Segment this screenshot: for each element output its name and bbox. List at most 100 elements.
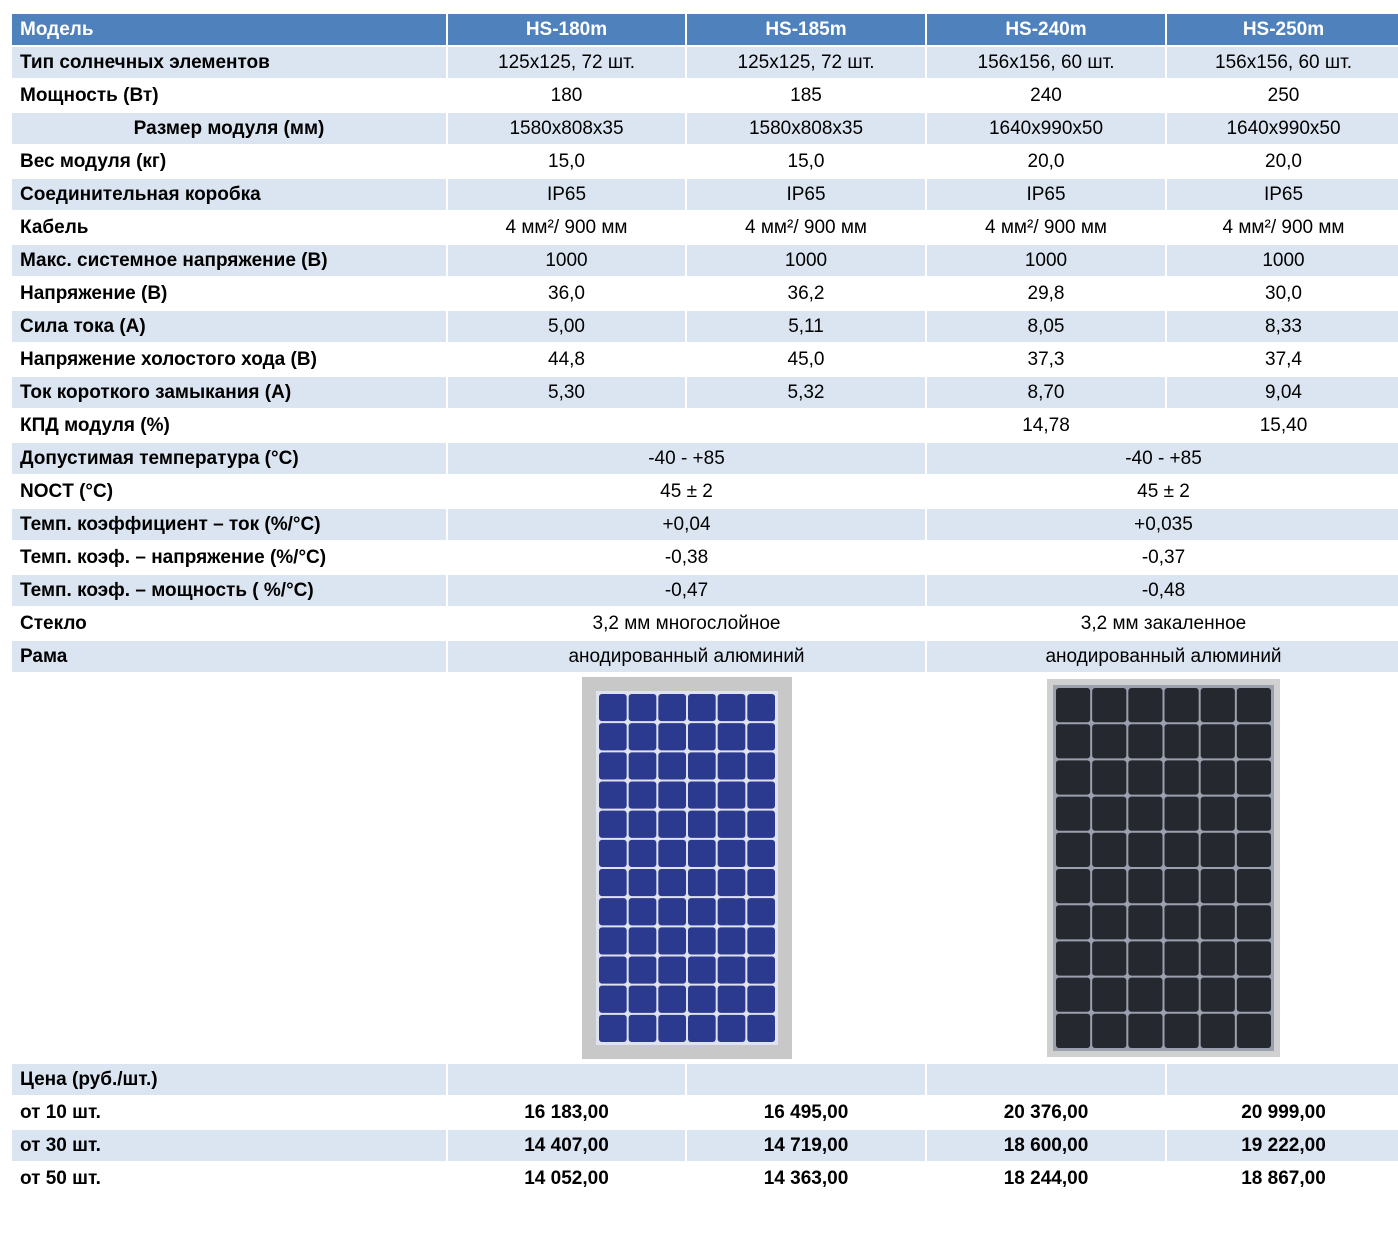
solar-cell — [628, 840, 656, 867]
solar-cell — [747, 869, 775, 896]
solar-cell — [717, 957, 745, 984]
solar-cell — [599, 869, 627, 896]
solar-cell — [1056, 905, 1090, 939]
price-title: Цена (руб./шт.) — [11, 1063, 447, 1096]
spec-label: Допустимая температура (°C) — [11, 442, 447, 475]
solar-cell — [628, 811, 656, 838]
spec-value: 45 ± 2 — [447, 475, 926, 508]
solar-cell — [717, 986, 745, 1013]
spec-value: 36,2 — [686, 277, 926, 310]
spec-label: Напряжение (В) — [11, 277, 447, 310]
spec-value: 1000 — [447, 244, 686, 277]
solar-cell — [1056, 833, 1090, 867]
spec-value: 4 мм²/ 900 мм — [447, 211, 686, 244]
solar-cell — [658, 811, 686, 838]
solar-cell — [1237, 941, 1271, 975]
spec-value: 180 — [447, 79, 686, 112]
solar-cell — [1092, 941, 1126, 975]
price-value: 14 363,00 — [686, 1162, 926, 1195]
spec-label: Соединительная коробка — [11, 178, 447, 211]
spec-value: 125x125, 72 шт. — [686, 46, 926, 79]
solar-cell — [628, 869, 656, 896]
solar-cell — [747, 840, 775, 867]
solar-cell — [1237, 688, 1271, 722]
solar-cell — [1056, 1014, 1090, 1048]
solar-cell — [1056, 797, 1090, 831]
solar-cell — [599, 752, 627, 779]
spec-label: Рама — [11, 640, 447, 673]
solar-cell — [599, 898, 627, 925]
spec-value: 45,0 — [686, 343, 926, 376]
solar-cell — [1237, 1014, 1271, 1048]
solar-cell — [747, 752, 775, 779]
solar-cell — [1056, 869, 1090, 903]
solar-cell — [1165, 905, 1199, 939]
solar-cell — [628, 986, 656, 1013]
solar-cell — [1056, 941, 1090, 975]
solar-cell — [628, 927, 656, 954]
solar-cell — [658, 782, 686, 809]
solar-cell — [747, 898, 775, 925]
header-label: Модель — [11, 13, 447, 46]
price-value: 16 183,00 — [447, 1096, 686, 1129]
solar-cell — [1128, 833, 1162, 867]
spec-value: -0,47 — [447, 574, 926, 607]
spec-label: Вес модуля (кг) — [11, 145, 447, 178]
solar-cell — [747, 1015, 775, 1042]
solar-cell — [688, 752, 716, 779]
solar-cell — [1201, 760, 1235, 794]
solar-cell — [658, 927, 686, 954]
solar-cell — [599, 694, 627, 721]
spec-value: IP65 — [1166, 178, 1398, 211]
spec-value: 5,30 — [447, 376, 686, 409]
price-value: 18 244,00 — [926, 1162, 1166, 1195]
solar-cell — [658, 840, 686, 867]
spec-label: Темп. коэффициент – ток (%/°C) — [11, 508, 447, 541]
price-value: 18 867,00 — [1166, 1162, 1398, 1195]
spec-value: 15,0 — [447, 145, 686, 178]
solar-cell — [599, 811, 627, 838]
spec-value: 3,2 мм закаленное — [926, 607, 1398, 640]
solar-cell — [658, 869, 686, 896]
spec-label: Ток короткого замыкания (А) — [11, 376, 447, 409]
spec-label: Тип солнечных элементов — [11, 46, 447, 79]
price-value: 20 999,00 — [1166, 1096, 1398, 1129]
spec-value: IP65 — [926, 178, 1166, 211]
solar-cell — [1237, 833, 1271, 867]
price-value: 20 376,00 — [926, 1096, 1166, 1129]
price-value: 14 719,00 — [686, 1129, 926, 1162]
spec-label: Напряжение холостого хода (В) — [11, 343, 447, 376]
spec-label: Темп. коэф. – мощность ( %/°C) — [11, 574, 447, 607]
solar-cell — [599, 723, 627, 750]
solar-cell — [1092, 978, 1126, 1012]
empty-cell — [1166, 1063, 1398, 1096]
solar-cell — [717, 782, 745, 809]
spec-value: 45 ± 2 — [926, 475, 1398, 508]
solar-cell — [1237, 869, 1271, 903]
spec-value: 4 мм²/ 900 мм — [1166, 211, 1398, 244]
panel-cell — [926, 673, 1398, 1063]
solar-cell — [717, 840, 745, 867]
price-label: от 10 шт. — [11, 1096, 447, 1129]
panel-image — [582, 677, 792, 1059]
solar-cell — [658, 957, 686, 984]
spec-row: Темп. коэффициент – ток (%/°C)+0,04+0,03… — [11, 508, 1398, 541]
solar-cell — [1165, 833, 1199, 867]
model-name: HS-185m — [686, 13, 926, 46]
model-name: HS-240m — [926, 13, 1166, 46]
solar-cell — [658, 986, 686, 1013]
spec-value: +0,04 — [447, 508, 926, 541]
solar-cell — [717, 723, 745, 750]
spec-value: -0,48 — [926, 574, 1398, 607]
solar-cell — [747, 723, 775, 750]
price-title-row: Цена (руб./шт.) — [11, 1063, 1398, 1096]
spec-value: 37,4 — [1166, 343, 1398, 376]
spec-value: анодированный алюминий — [926, 640, 1398, 673]
solar-cell — [1128, 760, 1162, 794]
solar-cell — [688, 782, 716, 809]
